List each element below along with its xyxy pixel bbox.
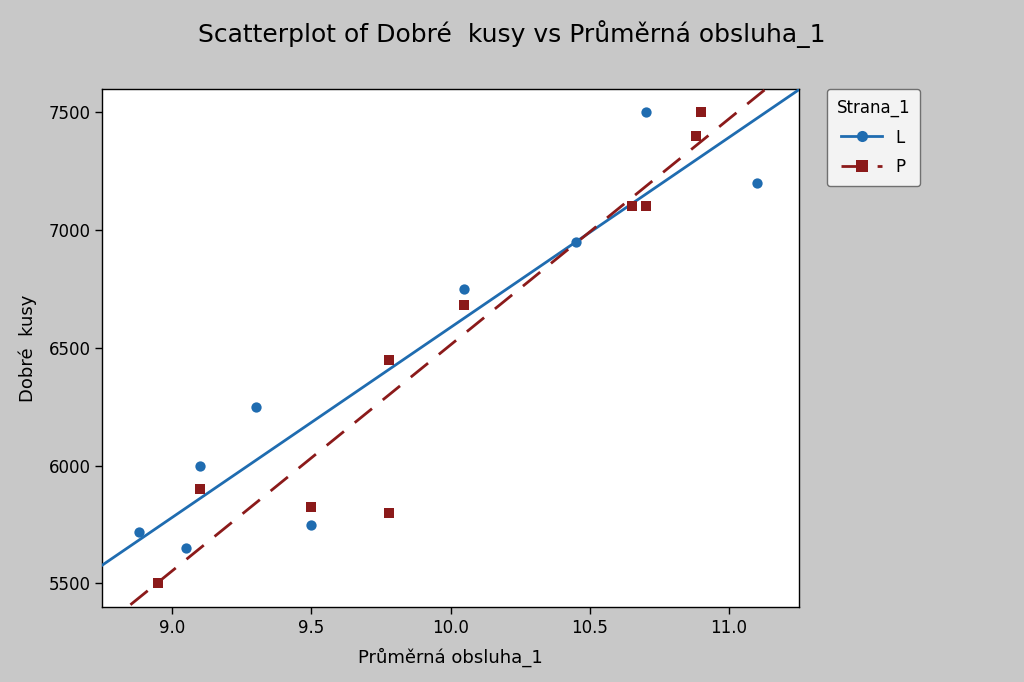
Point [693,107,710,118]
Point [150,578,166,589]
Point [381,354,397,365]
Point [381,354,397,365]
Point [130,526,146,537]
Point [303,519,319,530]
Point [381,507,397,518]
Point [248,401,264,412]
Point [749,177,765,188]
Point [457,284,473,295]
Point [457,300,473,311]
Point [303,501,319,512]
Text: Scatterplot of Dobré  kusy vs Průměrná obsluha_1: Scatterplot of Dobré kusy vs Průměrná ob… [199,20,825,48]
Point [687,130,703,141]
Point [637,107,653,118]
Point [191,484,208,494]
Point [178,543,195,554]
Y-axis label: Dobré  kusy: Dobré kusy [19,294,38,402]
Point [624,201,640,212]
Point [567,237,584,248]
Legend: L, P: L, P [826,89,921,186]
Point [637,201,653,212]
Point [191,460,208,471]
X-axis label: Průměrná obsluha_1: Průměrná obsluha_1 [358,648,543,667]
